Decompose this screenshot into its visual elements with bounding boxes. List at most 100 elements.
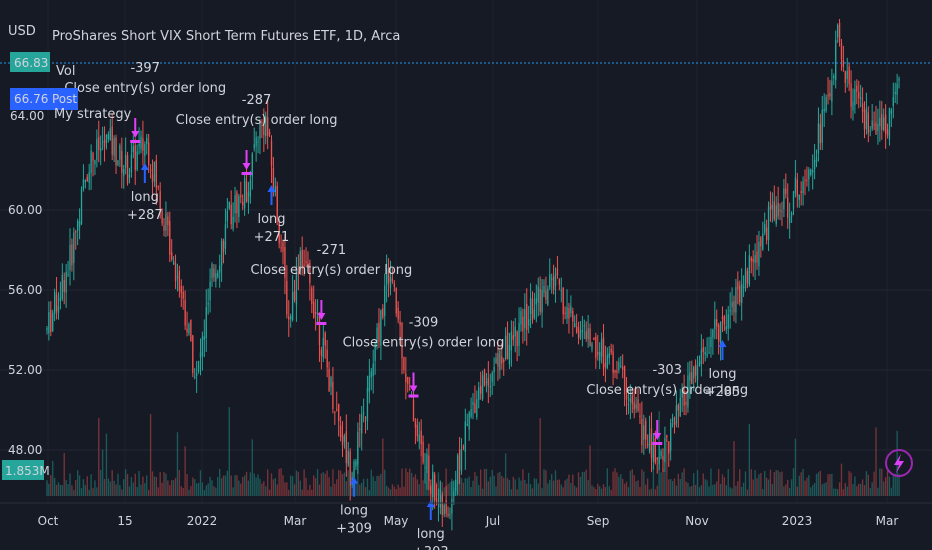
candle-body (274, 186, 277, 193)
post-label-badge (50, 88, 78, 110)
candle-body (100, 148, 102, 152)
candle-body (65, 271, 67, 293)
candle-body (349, 451, 351, 486)
volume-bar (401, 468, 403, 496)
volume-bar (361, 482, 363, 496)
volume-bar (115, 484, 117, 496)
candle-body (163, 225, 165, 231)
long-label: long (131, 190, 159, 205)
volume-bar (192, 477, 194, 496)
candle-body (378, 322, 380, 342)
volume-bar (347, 470, 349, 496)
volume-bar (182, 487, 184, 496)
candle-body (380, 309, 382, 346)
indicator-vol[interactable]: Vol (56, 64, 75, 79)
close-label: Close entry(s) order long (176, 113, 338, 128)
volume-bar (96, 487, 98, 496)
candle-body (441, 494, 443, 515)
candle-body (259, 121, 261, 139)
candle-body (781, 211, 783, 213)
volume-bar (472, 480, 474, 496)
candle-body (612, 351, 614, 374)
lightning-icon[interactable] (885, 449, 913, 477)
candle-body (255, 137, 257, 147)
volume-bar (746, 489, 749, 496)
post-price-badge (10, 88, 50, 110)
volume-bar (268, 489, 271, 496)
candle-body (610, 348, 612, 353)
candle-body (583, 325, 585, 327)
candle-body (293, 290, 296, 301)
x-axis[interactable]: Oct 15 2022 Mar May Jul Sep Nov 2023 Mar (38, 514, 899, 528)
candle-body (869, 130, 871, 132)
chart-title[interactable]: ProShares Short VIX Short Term Futures E… (52, 29, 400, 44)
volume-bar (76, 470, 79, 496)
volume-bar (833, 488, 835, 496)
y-axis[interactable]: 48.00 52.00 56.00 60.00 (8, 203, 42, 457)
candle-body (842, 59, 845, 68)
volume-bar (201, 482, 204, 496)
candle-body (585, 331, 587, 340)
volume-bar (249, 472, 252, 496)
volume-bar (236, 475, 238, 496)
candle-body (510, 331, 513, 351)
volume-bar (462, 482, 465, 496)
volume-bar (825, 482, 827, 496)
candle-body (627, 404, 630, 406)
candle-body (821, 109, 823, 143)
candle-body (209, 281, 211, 301)
volume-bar (662, 468, 664, 496)
candle-body (460, 449, 463, 472)
candle-body (518, 323, 520, 346)
volume-bar (566, 478, 568, 496)
candle-body (424, 467, 426, 469)
volume-bar (245, 471, 248, 496)
volume-bar (516, 489, 518, 496)
volume-bar (560, 484, 562, 496)
candle-body (194, 376, 196, 378)
candle-body (641, 418, 643, 446)
volume-bar (827, 474, 829, 496)
close-marker (408, 394, 419, 398)
volume-bar (813, 483, 816, 496)
volume-bar (443, 487, 445, 496)
volume-bar (846, 486, 848, 496)
long-label: long (708, 367, 736, 382)
candle-body (389, 276, 392, 288)
candle-body (858, 92, 860, 99)
candle-body (896, 83, 898, 95)
volume-bar (330, 486, 332, 496)
candle-body (251, 153, 253, 177)
volume-bar (88, 489, 90, 496)
candle-body (439, 489, 442, 508)
candle-body (263, 122, 265, 136)
candle-body (407, 377, 409, 384)
volume-bar (460, 477, 463, 496)
candle-body (215, 273, 217, 282)
indicator-strategy[interactable]: My strategy (54, 107, 132, 122)
volume-bar (53, 477, 56, 496)
candle-body (299, 251, 301, 271)
volume-bar (890, 487, 893, 496)
candle-body (309, 263, 311, 284)
candle-body (788, 216, 791, 223)
candle-body (625, 394, 628, 400)
long-label: long (257, 212, 285, 227)
candle-body (812, 169, 814, 173)
volume-bar (265, 486, 267, 496)
volume-bar (228, 407, 230, 496)
candle-body (243, 178, 246, 209)
candle-body (810, 169, 812, 175)
candle-body (213, 268, 215, 278)
volume-bar (501, 475, 503, 496)
volume-bar (240, 483, 242, 496)
candle-body (330, 377, 332, 387)
candle-body (382, 308, 384, 318)
volume-bar (295, 470, 298, 496)
candle-body (111, 126, 113, 155)
volume-bar (257, 474, 259, 496)
volume-bar (646, 478, 649, 496)
candle-body (522, 316, 524, 332)
candle-body (430, 486, 432, 495)
